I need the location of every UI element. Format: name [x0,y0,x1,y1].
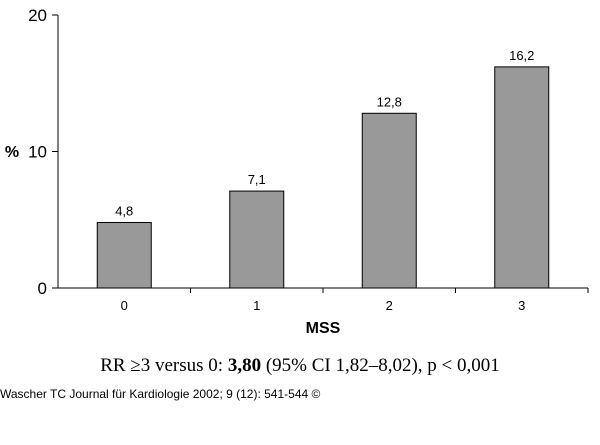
x-tick-label: 1 [253,298,260,313]
source-credit: Wascher TC Journal für Kardiologie 2002;… [0,387,321,401]
y-tick-label: 0 [38,279,47,298]
y-axis-label: % [5,144,19,161]
x-axis-label: MSS [306,320,341,337]
data-label-mss-3: 16,2 [509,48,534,63]
stat-prefix: RR ≥3 versus 0: [100,355,228,376]
y-tick-label: 10 [28,143,47,162]
bar-mss-0 [96,221,152,289]
stat-suffix: (95% CI 1,82–8,02), p < 0,001 [261,355,500,376]
bar-mss-2 [361,112,417,289]
bar-mss-3 [494,66,550,289]
x-tick-label: 2 [386,298,393,313]
stat-value: 3,80 [227,355,262,376]
statistic-line: RR ≥3 versus 0: 3,80 (95% CI 1,82–8,02),… [0,355,600,377]
bar-mss-1 [229,190,285,289]
x-tick-label: 3 [518,298,525,313]
data-label-mss-0: 4,8 [115,203,133,218]
x-tick-label: 0 [121,298,128,313]
y-tick-label: 20 [28,6,47,25]
data-label-mss-2: 12,8 [377,94,402,109]
bar-chart: 0 10 20 4,8 7,1 12,8 16,2 0 1 2 3 % MSS [5,6,589,337]
data-label-mss-1: 7,1 [248,172,266,187]
